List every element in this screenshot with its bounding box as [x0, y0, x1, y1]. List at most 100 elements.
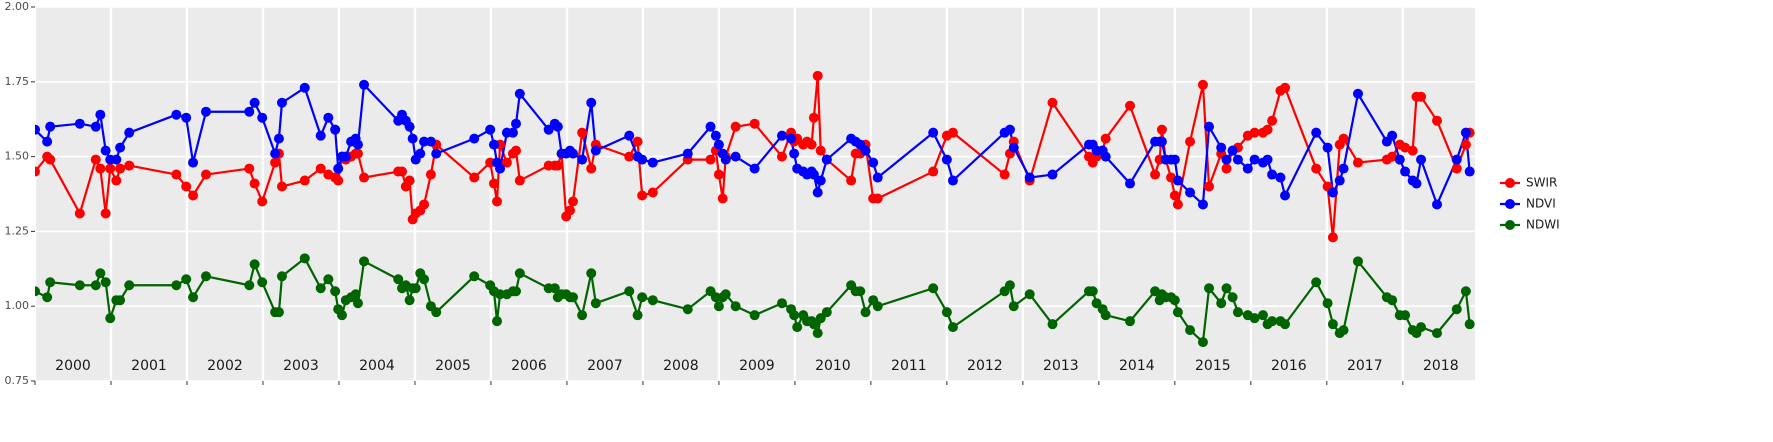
- y-tick-label: 2.00: [5, 0, 30, 13]
- data-point: [501, 157, 512, 168]
- data-point: [257, 112, 268, 123]
- data-point: [872, 301, 883, 312]
- data-point: [514, 268, 525, 279]
- data-point: [330, 286, 341, 297]
- data-point: [1411, 178, 1422, 189]
- data-point: [776, 130, 787, 141]
- data-point: [1100, 310, 1111, 321]
- data-point: [1197, 199, 1208, 210]
- data-point: [647, 295, 658, 306]
- data-point: [249, 97, 260, 108]
- series-line: [35, 257, 1471, 344]
- data-point: [1156, 124, 1167, 135]
- data-point: [257, 277, 268, 288]
- data-point: [1460, 127, 1471, 138]
- data-point: [552, 121, 563, 132]
- legend-key-point: [1505, 199, 1515, 209]
- data-point: [431, 148, 442, 159]
- data-point: [682, 304, 693, 315]
- data-point: [90, 280, 101, 291]
- x-tick-label: 2006: [511, 358, 547, 374]
- data-point: [171, 109, 182, 120]
- data-point: [1185, 325, 1196, 336]
- data-point: [1197, 337, 1208, 348]
- data-point: [1416, 154, 1427, 165]
- data-point: [431, 307, 442, 318]
- data-point: [492, 316, 503, 327]
- data-point: [1460, 139, 1471, 150]
- data-point: [100, 208, 111, 219]
- data-point: [171, 169, 182, 180]
- y-tick-label: 0.75: [5, 374, 30, 387]
- data-point: [1267, 115, 1278, 126]
- data-point: [181, 181, 192, 192]
- data-point: [1185, 187, 1196, 198]
- data-point: [577, 310, 588, 321]
- data-point: [514, 88, 525, 99]
- data-point: [586, 268, 597, 279]
- data-point: [730, 301, 741, 312]
- data-point: [713, 301, 724, 312]
- legend-label: SWIR: [1526, 176, 1557, 190]
- data-point: [1204, 181, 1215, 192]
- x-tick-label: 2000: [55, 358, 91, 374]
- data-point: [404, 121, 415, 132]
- data-point: [45, 121, 56, 132]
- data-point: [340, 151, 351, 162]
- data-point: [1267, 316, 1278, 327]
- data-point: [1275, 172, 1286, 183]
- x-tick-label: 2008: [663, 358, 699, 374]
- x-tick-label: 2016: [1271, 358, 1307, 374]
- data-point: [1008, 301, 1019, 312]
- data-point: [323, 274, 334, 285]
- data-point: [776, 151, 787, 162]
- data-point: [647, 157, 658, 168]
- data-point: [710, 130, 721, 141]
- x-tick-label: 2009: [739, 358, 775, 374]
- data-point: [1172, 199, 1183, 210]
- data-point: [776, 298, 787, 309]
- legend-key-point: [1505, 220, 1515, 230]
- data-point: [868, 157, 879, 168]
- data-point: [821, 307, 832, 318]
- x-tick-label: 2003: [283, 358, 319, 374]
- data-point: [1204, 121, 1215, 132]
- data-point: [404, 295, 415, 306]
- data-point: [1216, 142, 1227, 153]
- data-point: [333, 163, 344, 174]
- data-point: [855, 286, 866, 297]
- data-point: [410, 283, 421, 294]
- x-tick-label: 2017: [1347, 358, 1383, 374]
- data-point: [1400, 142, 1411, 153]
- data-point: [1262, 154, 1273, 165]
- data-point: [705, 154, 716, 165]
- data-point: [1008, 142, 1019, 153]
- data-point: [1024, 289, 1035, 300]
- data-point: [568, 148, 579, 159]
- data-point: [415, 148, 426, 159]
- data-point: [244, 106, 255, 117]
- data-point: [1280, 82, 1291, 93]
- data-point: [111, 154, 122, 165]
- x-tick-label: 2018: [1423, 358, 1459, 374]
- data-point: [1464, 319, 1475, 330]
- data-point: [1416, 322, 1427, 333]
- data-point: [404, 175, 415, 186]
- data-point: [710, 292, 721, 303]
- data-point: [1047, 319, 1058, 330]
- data-point: [1169, 190, 1180, 201]
- data-point: [821, 154, 832, 165]
- data-point: [276, 271, 287, 282]
- data-point: [111, 175, 122, 186]
- data-point: [1327, 232, 1338, 243]
- data-point: [350, 289, 361, 300]
- data-point: [1416, 91, 1427, 102]
- data-point: [270, 157, 281, 168]
- data-point: [171, 280, 182, 291]
- data-point: [860, 145, 871, 156]
- data-point: [485, 157, 496, 168]
- data-point: [1352, 157, 1363, 168]
- data-point: [492, 196, 503, 207]
- data-point: [947, 322, 958, 333]
- data-point: [682, 148, 693, 159]
